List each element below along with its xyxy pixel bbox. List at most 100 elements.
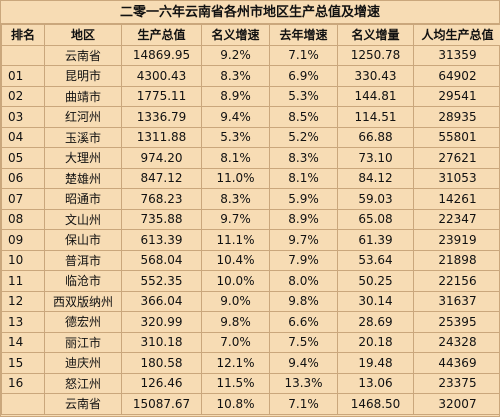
cell-prev-growth: 8.5%: [269, 106, 338, 128]
cell-gdp: 180.58: [121, 352, 202, 374]
cell-area: 楚雄州: [44, 167, 122, 189]
table-row: 16 怒江州 126.46 11.5% 13.3% 13.06 23375: [1, 372, 500, 394]
cell-rank: 07: [1, 188, 45, 210]
cell-prev-growth: 5.2%: [269, 126, 338, 148]
cell-nominal-growth: 7.0%: [201, 331, 270, 353]
cell-gdp: 310.18: [121, 331, 202, 353]
table-row: 07 昭通市 768.23 8.3% 5.9% 59.03 14261: [1, 188, 500, 210]
cell-gdp: 847.12: [121, 167, 202, 189]
table-row: 云南省 14869.95 9.2% 7.1% 1250.78 31359: [1, 44, 500, 66]
cell-nominal-increase: 65.08: [337, 208, 414, 230]
cell-area: 怒江州: [44, 372, 122, 394]
cell-rank: [1, 44, 45, 66]
cell-area: 临沧市: [44, 270, 122, 292]
cell-nominal-increase: 30.14: [337, 290, 414, 312]
cell-prev-growth: 7.1%: [269, 44, 338, 66]
table-row: 13 德宏州 320.99 9.8% 6.6% 28.69 25395: [1, 311, 500, 333]
cell-gdp: 1775.11: [121, 85, 202, 107]
cell-prev-growth: 13.3%: [269, 372, 338, 394]
cell-nominal-growth: 9.8%: [201, 311, 270, 333]
cell-nominal-increase: 144.81: [337, 85, 414, 107]
table-row: 04 玉溪市 1311.88 5.3% 5.2% 66.88 55801: [1, 126, 500, 148]
cell-gdp: 4300.43: [121, 65, 202, 87]
cell-rank: 05: [1, 147, 45, 169]
cell-per-capita: 23919: [413, 229, 500, 251]
cell-gdp: 126.46: [121, 372, 202, 394]
cell-nominal-growth: 8.3%: [201, 188, 270, 210]
cell-nominal-increase: 61.39: [337, 229, 414, 251]
cell-area: 云南省: [44, 44, 122, 66]
cell-prev-growth: 5.3%: [269, 85, 338, 107]
cell-area: 大理州: [44, 147, 122, 169]
cell-per-capita: 28935: [413, 106, 500, 128]
cell-rank: 02: [1, 85, 45, 107]
cell-area: 迪庆州: [44, 352, 122, 374]
cell-rank: 09: [1, 229, 45, 251]
cell-nominal-growth: 10.8%: [201, 393, 270, 415]
cell-nominal-increase: 20.18: [337, 331, 414, 353]
cell-rank: 04: [1, 126, 45, 148]
cell-rank: 12: [1, 290, 45, 312]
cell-per-capita: 14261: [413, 188, 500, 210]
header-row: 排名 地区 生产总值 名义增速 去年增速 名义增量 人均生产总值: [1, 24, 500, 46]
gdp-table: 排名 地区 生产总值 名义增速 去年增速 名义增量 人均生产总值 云南省 1486…: [1, 24, 500, 415]
cell-nominal-growth: 8.3%: [201, 65, 270, 87]
cell-rank: 13: [1, 311, 45, 333]
cell-gdp: 613.39: [121, 229, 202, 251]
cell-rank: 08: [1, 208, 45, 230]
cell-gdp: 552.35: [121, 270, 202, 292]
cell-area: 玉溪市: [44, 126, 122, 148]
cell-prev-growth: 7.1%: [269, 393, 338, 415]
cell-nominal-growth: 11.1%: [201, 229, 270, 251]
header-prev-growth: 去年增速: [269, 24, 338, 46]
cell-prev-growth: 6.9%: [269, 65, 338, 87]
cell-per-capita: 21898: [413, 249, 500, 271]
table-row: 05 大理州 974.20 8.1% 8.3% 73.10 27621: [1, 147, 500, 169]
cell-nominal-increase: 1250.78: [337, 44, 414, 66]
cell-nominal-increase: 73.10: [337, 147, 414, 169]
cell-gdp: 366.04: [121, 290, 202, 312]
header-nominal-increase: 名义增量: [337, 24, 414, 46]
cell-per-capita: 25395: [413, 311, 500, 333]
cell-gdp: 15087.67: [121, 393, 202, 415]
table-row: 06 楚雄州 847.12 11.0% 8.1% 84.12 31053: [1, 167, 500, 189]
table-row: 11 临沧市 552.35 10.0% 8.0% 50.25 22156: [1, 270, 500, 292]
cell-per-capita: 29541: [413, 85, 500, 107]
cell-prev-growth: 9.7%: [269, 229, 338, 251]
cell-nominal-increase: 114.51: [337, 106, 414, 128]
cell-gdp: 768.23: [121, 188, 202, 210]
table-title: 二零一六年云南省各州市地区生产总值及增速: [1, 1, 499, 24]
cell-prev-growth: 8.3%: [269, 147, 338, 169]
cell-prev-growth: 8.9%: [269, 208, 338, 230]
table-row: 12 西双版纳州 366.04 9.0% 9.8% 30.14 31637: [1, 290, 500, 312]
table-row: 01 昆明市 4300.43 8.3% 6.9% 330.43 64902: [1, 65, 500, 87]
cell-gdp: 14869.95: [121, 44, 202, 66]
cell-nominal-growth: 9.7%: [201, 208, 270, 230]
cell-rank: 10: [1, 249, 45, 271]
cell-nominal-increase: 19.48: [337, 352, 414, 374]
table-row: 10 普洱市 568.04 10.4% 7.9% 53.64 21898: [1, 249, 500, 271]
header-per-capita: 人均生产总值: [413, 24, 500, 46]
cell-rank: 11: [1, 270, 45, 292]
cell-nominal-increase: 53.64: [337, 249, 414, 271]
cell-area: 普洱市: [44, 249, 122, 271]
cell-gdp: 974.20: [121, 147, 202, 169]
table-row: 03 红河州 1336.79 9.4% 8.5% 114.51 28935: [1, 106, 500, 128]
header-area: 地区: [44, 24, 122, 46]
cell-nominal-growth: 10.0%: [201, 270, 270, 292]
cell-rank: [1, 393, 45, 415]
cell-nominal-increase: 50.25: [337, 270, 414, 292]
cell-prev-growth: 9.4%: [269, 352, 338, 374]
cell-nominal-growth: 9.4%: [201, 106, 270, 128]
cell-nominal-increase: 1468.50: [337, 393, 414, 415]
cell-gdp: 568.04: [121, 249, 202, 271]
cell-rank: 06: [1, 167, 45, 189]
cell-area: 德宏州: [44, 311, 122, 333]
cell-rank: 01: [1, 65, 45, 87]
cell-area: 保山市: [44, 229, 122, 251]
cell-nominal-increase: 66.88: [337, 126, 414, 148]
header-nominal-growth: 名义增速: [201, 24, 270, 46]
table-row: 云南省 15087.67 10.8% 7.1% 1468.50 32007: [1, 393, 500, 415]
cell-area: 云南省: [44, 393, 122, 415]
cell-area: 丽江市: [44, 331, 122, 353]
